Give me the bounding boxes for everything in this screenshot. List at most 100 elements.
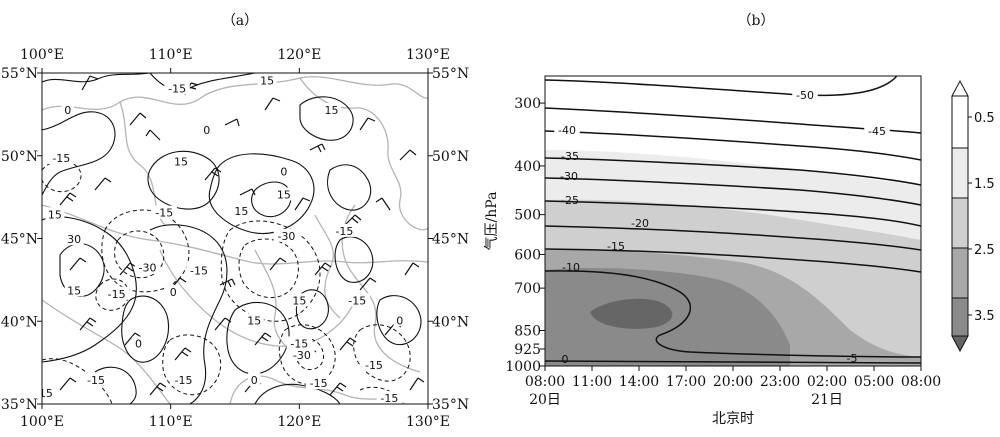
- isotherm-label: 0: [562, 353, 569, 366]
- contour-label-bg: [164, 81, 190, 95]
- contour-label: -15: [52, 152, 70, 165]
- pressure-tick-label: 400: [514, 159, 541, 175]
- pressure-tick-label: 925: [514, 342, 541, 358]
- pressure-tick-label: 500: [514, 208, 541, 224]
- panel-b-label: （b）: [738, 13, 775, 29]
- panel-b: （b） -50-45-40-35-30: [484, 13, 995, 427]
- section-isotherms: [545, 76, 921, 364]
- contour-label-bg: [305, 376, 332, 390]
- contour-label: 0: [396, 314, 403, 327]
- isotherm-label: -30: [560, 170, 578, 183]
- contour-label-bg: [42, 386, 56, 400]
- lon-tick-label-bottom: 100°E: [20, 414, 64, 430]
- contour-label-bg: [134, 260, 161, 274]
- contour-label: 30: [67, 233, 81, 246]
- contour-label-bg: [322, 103, 341, 117]
- map-axes: 100°E 100°E 110°E 110°E 120°E 120°E 130°E 130°E…: [1, 47, 469, 430]
- pressure-tick-label: 300: [514, 96, 541, 112]
- contour-label: -15: [108, 288, 126, 301]
- lon-tick-label-top: 100°E: [20, 47, 64, 63]
- lat-tick-label-left: 40°N: [1, 314, 38, 330]
- contour-label: -15: [365, 359, 383, 372]
- lon-tick-label-top: 120°E: [277, 47, 321, 63]
- map-boundaries: [42, 76, 428, 404]
- contour-label: -15: [168, 83, 186, 96]
- contour-label-bg: [186, 263, 212, 277]
- map-frame: [41, 72, 429, 405]
- contour-label-bg: [151, 205, 177, 219]
- contour-label: 15: [247, 314, 261, 327]
- contour-label: 0: [203, 124, 210, 137]
- isotherm-label-bg: [792, 88, 818, 101]
- section-axes: 08:00 11:00 14:00 17:00 20:00 23:00 02:00 05:00…: [505, 96, 941, 408]
- lat-tick-label-right: 50°N: [432, 149, 469, 165]
- contour-label: 15: [174, 155, 188, 168]
- contour-label-bg: [286, 336, 313, 350]
- contour-label-bg: [171, 154, 191, 168]
- contour-label: -15: [348, 294, 366, 307]
- colorbar: 0.5 1.5 2.5 3.5: [951, 79, 995, 353]
- date-label: 21日: [811, 392, 843, 408]
- lat-tick-label-right: 45°N: [432, 232, 469, 248]
- contour-label-bg: [64, 283, 84, 297]
- time-tick-label: 02:00: [807, 374, 847, 390]
- contour-label: -15: [290, 337, 308, 350]
- contour-label-bg: [331, 223, 358, 237]
- contour-label: 15: [39, 387, 53, 400]
- lat-tick-label-left: 55°N: [1, 66, 38, 82]
- contour-label-bg: [231, 204, 251, 218]
- lon-tick-label-bottom: 130°E: [406, 414, 450, 430]
- map-contours-solid: [42, 73, 422, 404]
- isotherm-label: -40: [558, 124, 576, 137]
- isotherm-label: -15: [607, 240, 625, 253]
- contour-label-bg: [48, 151, 75, 165]
- contour-label: -15: [155, 207, 173, 220]
- lat-tick-label-right: 55°N: [432, 66, 469, 82]
- contour-label: -15: [190, 265, 208, 278]
- wind-barbs: [59, 75, 425, 396]
- contour-label-bg: [200, 122, 213, 136]
- contour-label-bg: [289, 348, 315, 362]
- contour-label: -30: [293, 349, 311, 362]
- time-tick-label: 08:00: [901, 374, 941, 390]
- contour-label: 0: [170, 286, 177, 299]
- colorbar-tick-label: 0.5: [974, 111, 995, 126]
- contour-label-bg: [64, 232, 84, 246]
- lon-tick-label-bottom: 110°E: [149, 414, 193, 430]
- lon-tick-label-bottom: 120°E: [277, 414, 321, 430]
- contour-label-bg: [376, 391, 403, 404]
- contour-label: 0: [280, 165, 287, 178]
- contour-label: 0: [135, 337, 142, 350]
- contour-label: -15: [87, 374, 105, 387]
- section-plot-area: -50 -45 -40 -35 -30 -25 -20 -15 -10 0 -5: [545, 76, 921, 366]
- contour-label-bg: [289, 293, 309, 307]
- contour-label: 15: [67, 284, 81, 297]
- time-tick-label: 23:00: [760, 374, 800, 390]
- contour-label: 15: [48, 208, 62, 221]
- time-tick-label: 05:00: [854, 374, 894, 390]
- colorbar-tick-label: 2.5: [974, 243, 995, 258]
- contour-label-bg: [361, 357, 387, 371]
- contour-label: 15: [277, 188, 291, 201]
- time-tick-label: 17:00: [666, 374, 706, 390]
- contour-label: -15: [380, 392, 398, 405]
- colorbar-ticks: 0.5 1.5 2.5 3.5: [968, 111, 995, 324]
- isotherm-label-bg: [864, 124, 890, 137]
- isotherm-label: -10: [562, 261, 580, 274]
- colorbar-tick-label: 1.5: [974, 177, 995, 192]
- contour-label-bg: [244, 313, 264, 327]
- contour-label: -15: [335, 225, 353, 238]
- contour-label-bg: [344, 293, 370, 307]
- contour-label: 0: [64, 104, 71, 117]
- contour-label-bg: [257, 73, 277, 87]
- contour-label-bg: [61, 103, 74, 117]
- contour-label-bg: [45, 207, 65, 221]
- pressure-tick-label: 850: [514, 324, 541, 340]
- lat-tick-label-right: 40°N: [432, 314, 469, 330]
- shade-level-5: [590, 298, 673, 329]
- panel-a: （a）: [1, 13, 469, 430]
- contour-label-bg: [274, 187, 294, 201]
- contour-label-bg: [273, 228, 300, 242]
- contour-label: 15: [234, 205, 248, 218]
